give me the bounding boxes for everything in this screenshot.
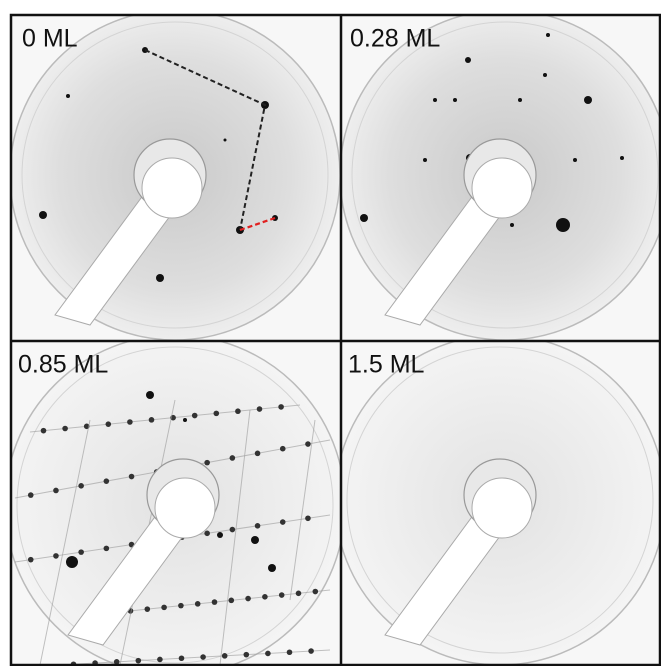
spot [296, 591, 302, 597]
spot [360, 214, 368, 222]
spot [62, 426, 68, 432]
gun [142, 158, 202, 218]
spot [200, 654, 206, 660]
spot [39, 211, 47, 219]
spot [255, 451, 261, 457]
spot [156, 274, 164, 282]
spot [224, 139, 227, 142]
spot [104, 478, 110, 484]
spot [28, 492, 34, 498]
spot [230, 455, 236, 461]
spot [257, 406, 263, 412]
spot [204, 460, 210, 466]
spot [556, 218, 570, 232]
spot [204, 531, 210, 537]
spot [423, 158, 427, 162]
page: 0 ML 0.28 ML 0.85 ML 1.5 ML (() => { con… [0, 0, 661, 666]
spot [222, 653, 228, 659]
gun [472, 478, 532, 538]
spot [183, 418, 187, 422]
spot [262, 594, 268, 600]
spot [104, 546, 110, 552]
spot [245, 596, 251, 602]
spot [212, 599, 218, 605]
spot [179, 655, 185, 661]
leed-pattern [335, 335, 661, 666]
panels [5, 10, 661, 666]
spot [620, 156, 624, 160]
spot [161, 605, 167, 611]
spot [287, 649, 293, 655]
spot [255, 523, 261, 529]
spot [28, 557, 34, 563]
spot [510, 223, 514, 227]
panel-label: 1.5 ML [348, 351, 425, 379]
spot [129, 474, 135, 480]
spot [235, 408, 241, 414]
leed-pattern [340, 10, 661, 340]
spot [214, 411, 220, 417]
spot [278, 404, 284, 410]
spot [465, 57, 471, 63]
spot [280, 519, 286, 525]
spot [279, 592, 285, 598]
spot [41, 428, 47, 434]
panel-label: 0.28 ML [350, 25, 440, 53]
spot [229, 598, 235, 604]
spot [78, 549, 84, 555]
spot [453, 98, 457, 102]
spot [192, 413, 198, 419]
spot [178, 603, 184, 609]
gun [472, 158, 532, 218]
spot [127, 419, 133, 425]
spot [53, 553, 59, 559]
spot [265, 651, 271, 657]
spot [308, 648, 314, 654]
spot [518, 98, 522, 102]
spot [584, 96, 592, 104]
spot [195, 601, 201, 607]
spot [217, 532, 223, 538]
spot [268, 564, 276, 572]
panel-label: 0 ML [22, 25, 78, 53]
spot [313, 589, 319, 595]
leed-pattern [5, 335, 345, 666]
spot [157, 657, 163, 663]
spot [106, 421, 112, 427]
spot [149, 417, 155, 423]
spot [230, 527, 236, 533]
spot [136, 658, 142, 664]
leed-pattern [10, 10, 340, 340]
spot [66, 94, 70, 98]
spot [280, 446, 286, 452]
spot [244, 652, 250, 658]
spot [433, 98, 437, 102]
spot [305, 515, 311, 521]
spot [146, 391, 154, 399]
spot [546, 33, 550, 37]
panel-label: 0.85 ML [18, 351, 108, 379]
spot [66, 556, 78, 568]
spot [543, 73, 547, 77]
spot [145, 606, 151, 612]
spot [305, 441, 311, 447]
spot [53, 488, 59, 494]
figure: 0 ML 0.28 ML 0.85 ML 1.5 ML [0, 0, 661, 666]
spot [251, 536, 259, 544]
spot [78, 483, 84, 489]
spot [573, 158, 577, 162]
gun [155, 478, 215, 538]
